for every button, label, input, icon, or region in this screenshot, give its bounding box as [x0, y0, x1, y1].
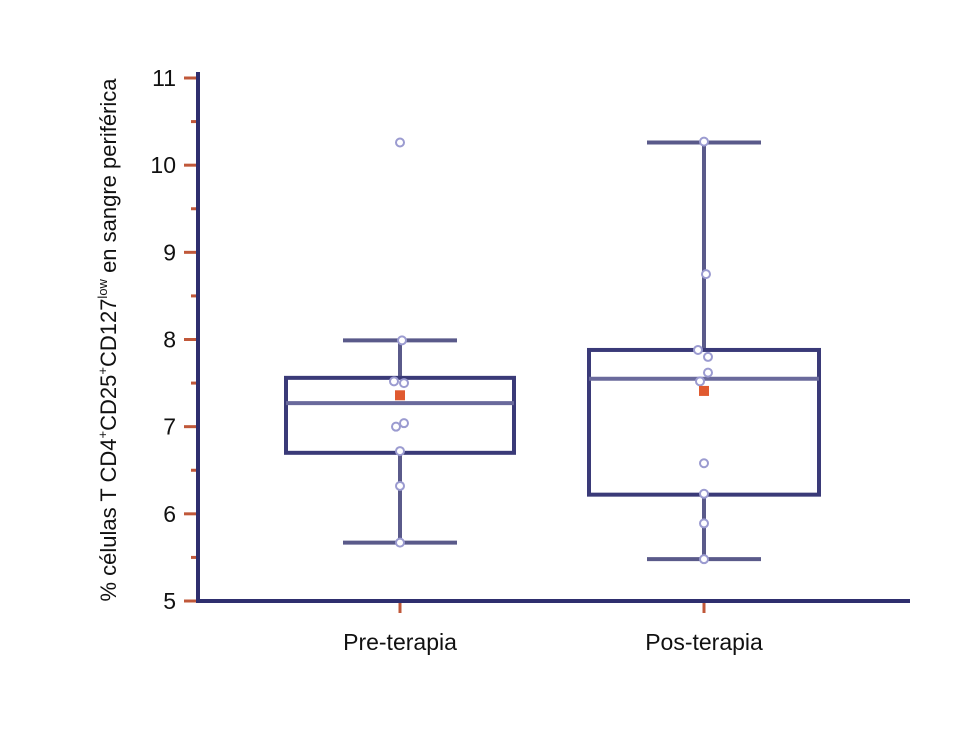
- data-point: [397, 335, 407, 346]
- y-axis-label: % células T CD4+CD25+CD127low en sangre …: [95, 78, 121, 602]
- data-point: [389, 376, 399, 387]
- data-point: [395, 137, 405, 148]
- data-point: [399, 418, 409, 429]
- data-point: [693, 344, 703, 355]
- y-tick-label-5: 5: [163, 588, 176, 614]
- x-tick-label-2: Pos-terapia: [645, 629, 763, 655]
- data-point: [395, 446, 405, 457]
- y-tick-label-9: 9: [163, 239, 176, 265]
- x-axis-labels: Pre-terapia Pos-terapia: [343, 629, 763, 655]
- plot-area: [284, 136, 821, 613]
- data-point: [699, 488, 709, 499]
- y-axis-ticks: 5 6 7 8 9 10 11: [150, 65, 198, 614]
- iqr-box: [284, 375, 516, 455]
- box-group-1: [284, 137, 516, 613]
- data-point: [699, 136, 709, 147]
- data-point: [703, 351, 713, 362]
- data-point: [395, 480, 405, 491]
- y-tick-label-7: 7: [163, 414, 176, 440]
- data-point: [703, 367, 713, 378]
- mean-marker: [395, 390, 405, 401]
- box-group-2: [587, 136, 821, 613]
- data-point: [699, 554, 709, 565]
- y-tick-label-10: 10: [150, 152, 176, 178]
- data-point: [701, 269, 711, 280]
- mean-marker: [699, 385, 709, 396]
- y-tick-label-6: 6: [163, 501, 176, 527]
- data-point: [395, 537, 405, 548]
- data-point: [399, 378, 409, 389]
- data-point: [699, 458, 709, 469]
- data-point: [699, 518, 709, 529]
- x-tick-label-1: Pre-terapia: [343, 629, 457, 655]
- y-tick-label-11: 11: [152, 65, 176, 91]
- y-tick-label-8: 8: [163, 327, 176, 353]
- data-point: [695, 376, 705, 387]
- axes: [196, 72, 910, 603]
- data-point: [391, 421, 401, 432]
